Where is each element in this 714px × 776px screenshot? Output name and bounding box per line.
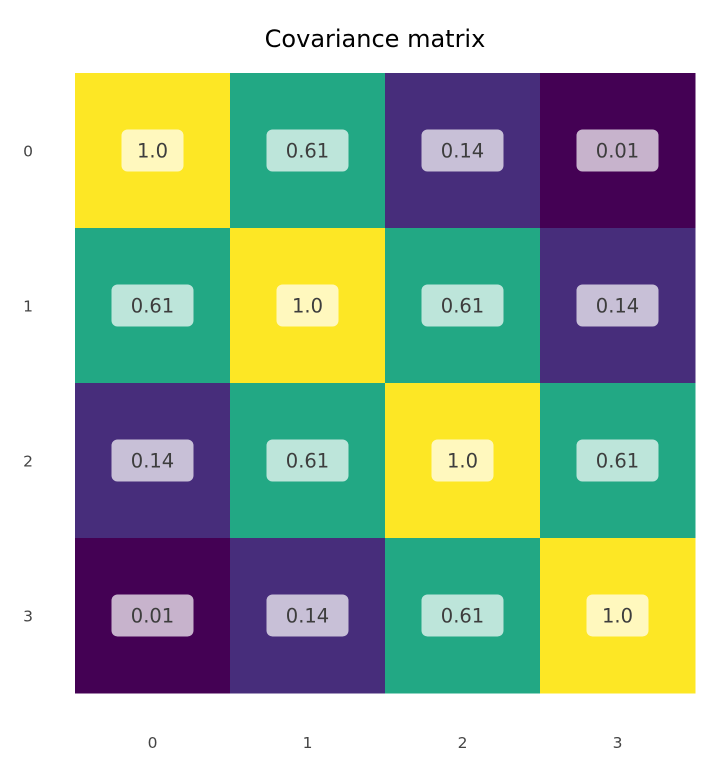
y-tick-3: 3 <box>23 608 33 626</box>
cell-label-box-3-1 <box>266 594 349 637</box>
y-tick-2: 2 <box>23 453 33 471</box>
y-tick-1: 1 <box>23 298 33 316</box>
x-axis-ticks: 0 1 2 3 <box>148 734 623 752</box>
cell-label-box-3-3 <box>586 594 649 637</box>
cell-label-box-1-0 <box>111 284 194 327</box>
cell-label-box-2-3 <box>576 439 659 482</box>
cell-label-0-0: 1.0 <box>137 140 168 163</box>
cell-label-2-1: 0.61 <box>286 450 329 473</box>
cell-label-0-1: 0.61 <box>286 140 329 163</box>
chart-title: Covariance matrix <box>265 25 486 53</box>
cell-label-3-2: 0.61 <box>441 605 484 628</box>
cell-label-1-0: 0.61 <box>131 295 174 318</box>
cell-label-3-3: 1.0 <box>602 605 633 628</box>
cell-label-box-1-3 <box>576 284 659 327</box>
heatmap-cells <box>75 73 696 694</box>
cell-label-2-2: 1.0 <box>447 450 478 473</box>
cell-label-3-1: 0.14 <box>286 605 329 628</box>
y-tick-0: 0 <box>23 143 33 161</box>
cell-label-box-0-0 <box>121 129 184 172</box>
cell-label-box-2-2 <box>431 439 494 482</box>
x-tick-2: 2 <box>458 734 468 752</box>
cell-label-box-0-2 <box>421 129 504 172</box>
cell-label-box-3-0 <box>111 594 194 637</box>
cell-label-2-3: 0.61 <box>596 450 639 473</box>
cell-label-box-3-2 <box>421 594 504 637</box>
x-tick-0: 0 <box>148 734 158 752</box>
cell-label-3-0: 0.01 <box>131 605 174 628</box>
cell-label-box-2-1 <box>266 439 349 482</box>
y-axis-ticks: 0 1 2 3 <box>23 143 33 626</box>
cell-label-1-1: 1.0 <box>292 295 323 318</box>
cell-label-0-2: 0.14 <box>441 140 484 163</box>
cell-label-box-1-2 <box>421 284 504 327</box>
x-tick-1: 1 <box>303 734 313 752</box>
x-tick-3: 3 <box>613 734 623 752</box>
cell-label-box-0-3 <box>576 129 659 172</box>
cell-label-1-2: 0.61 <box>441 295 484 318</box>
cell-label-0-3: 0.01 <box>596 140 639 163</box>
cell-label-1-3: 0.14 <box>596 295 639 318</box>
cell-label-box-2-0 <box>111 439 194 482</box>
cell-label-box-1-1 <box>276 284 339 327</box>
cell-label-2-0: 0.14 <box>131 450 174 473</box>
cell-label-box-0-1 <box>266 129 349 172</box>
heatmap-cell-labels: 1.0 0.61 0.14 0.01 0.61 1.0 0.61 0.14 0.14 0.61 1.… <box>111 129 659 637</box>
